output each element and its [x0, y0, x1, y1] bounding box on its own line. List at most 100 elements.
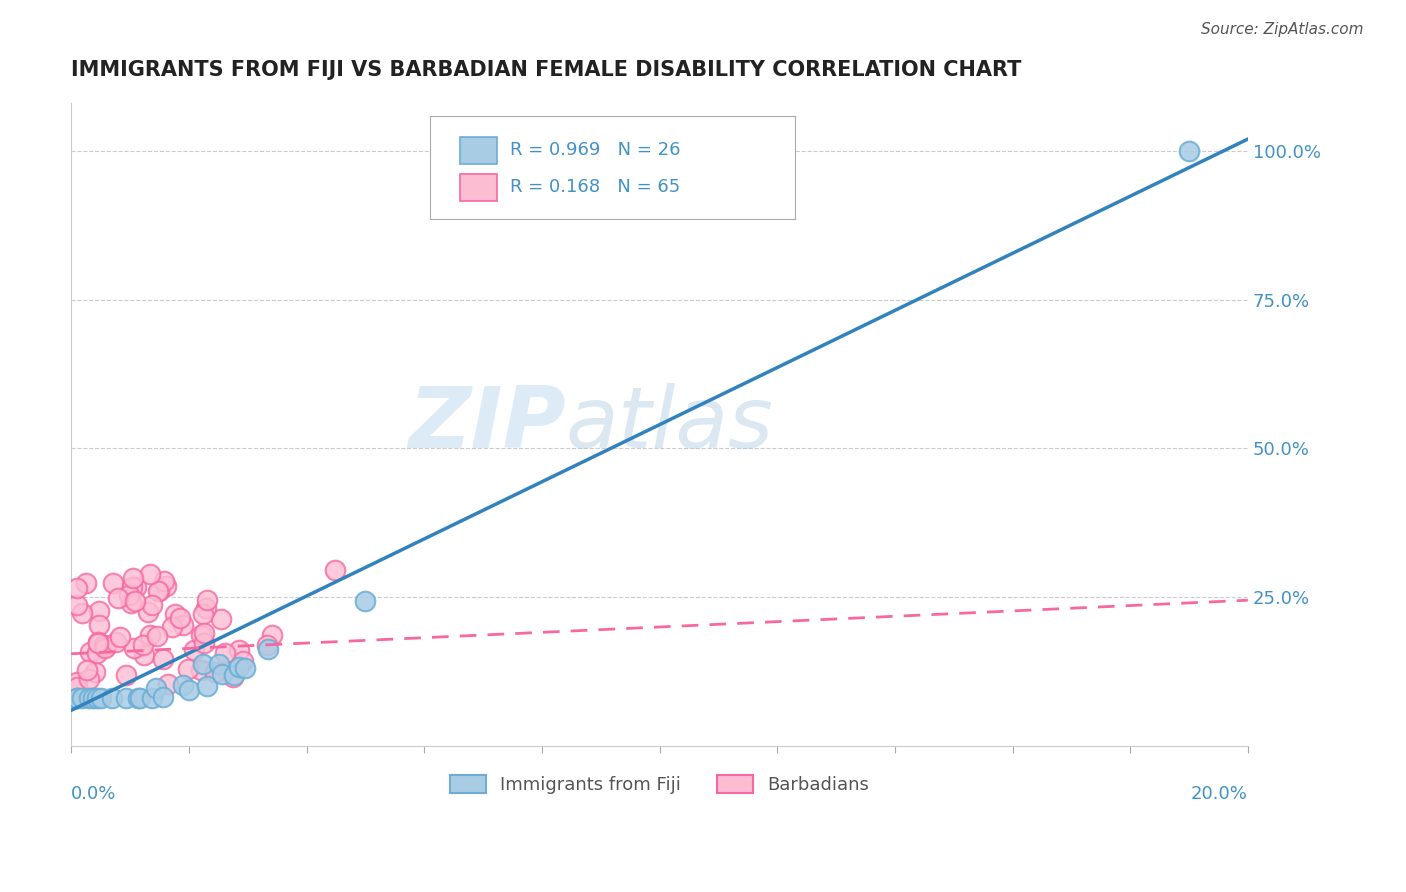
- Bar: [460, 174, 498, 201]
- Point: [156, 677, 179, 691]
- Point: [139, 567, 162, 582]
- Point: [190, 628, 212, 642]
- Point: [222, 668, 245, 682]
- Point: [155, 579, 177, 593]
- Point: [132, 648, 155, 662]
- Point: [193, 635, 215, 649]
- Point: [121, 580, 143, 594]
- Point: [183, 642, 205, 657]
- Point: [70, 606, 93, 620]
- Point: [128, 691, 150, 706]
- Point: [169, 611, 191, 625]
- Point: [76, 663, 98, 677]
- Point: [82, 691, 104, 706]
- Point: [70, 691, 93, 706]
- Point: [86, 691, 108, 706]
- Point: [152, 652, 174, 666]
- Point: [138, 628, 160, 642]
- Text: R = 0.168   N = 65: R = 0.168 N = 65: [510, 178, 681, 196]
- Text: IMMIGRANTS FROM FIJI VS BARBADIAN FEMALE DISABILITY CORRELATION CHART: IMMIGRANTS FROM FIJI VS BARBADIAN FEMALE…: [72, 60, 1022, 79]
- Point: [136, 605, 159, 619]
- Point: [90, 691, 112, 706]
- Point: [195, 593, 218, 607]
- Text: ZIP: ZIP: [408, 384, 565, 467]
- Point: [124, 640, 146, 655]
- Point: [323, 563, 346, 577]
- Point: [148, 584, 170, 599]
- Point: [87, 617, 110, 632]
- Point: [121, 571, 143, 585]
- Text: R = 0.969   N = 26: R = 0.969 N = 26: [510, 141, 681, 160]
- Point: [148, 583, 170, 598]
- Point: [86, 635, 108, 649]
- Point: [233, 661, 256, 675]
- Point: [125, 580, 148, 594]
- Point: [204, 665, 226, 680]
- Point: [193, 657, 215, 672]
- Point: [177, 662, 200, 676]
- Point: [84, 665, 107, 679]
- Point: [101, 691, 124, 706]
- Point: [124, 594, 146, 608]
- Bar: [460, 137, 498, 164]
- Text: atlas: atlas: [565, 384, 773, 467]
- Point: [86, 646, 108, 660]
- Point: [354, 594, 377, 608]
- Point: [193, 626, 215, 640]
- Point: [120, 596, 142, 610]
- Point: [87, 635, 110, 649]
- Point: [195, 679, 218, 693]
- Point: [66, 691, 89, 706]
- Point: [172, 678, 194, 692]
- Point: [104, 635, 127, 649]
- Point: [1178, 144, 1201, 158]
- Point: [79, 691, 101, 706]
- Point: [66, 680, 89, 694]
- Point: [152, 690, 174, 705]
- Point: [190, 663, 212, 677]
- Point: [221, 670, 243, 684]
- Point: [94, 640, 117, 655]
- Point: [211, 667, 233, 681]
- Point: [141, 598, 163, 612]
- Point: [66, 598, 89, 612]
- Point: [79, 645, 101, 659]
- Point: [209, 612, 232, 626]
- Point: [96, 640, 118, 654]
- Point: [114, 667, 136, 681]
- Point: [262, 628, 284, 642]
- Text: 20.0%: 20.0%: [1191, 785, 1249, 803]
- Point: [165, 607, 187, 621]
- Point: [118, 588, 141, 602]
- Text: Source: ZipAtlas.com: Source: ZipAtlas.com: [1201, 22, 1364, 37]
- FancyBboxPatch shape: [430, 116, 794, 219]
- Point: [107, 591, 129, 605]
- Point: [145, 681, 167, 695]
- Point: [232, 654, 254, 668]
- Point: [127, 691, 149, 706]
- Point: [115, 691, 138, 706]
- Point: [141, 691, 163, 706]
- Point: [75, 575, 97, 590]
- Point: [179, 683, 201, 698]
- Point: [103, 575, 125, 590]
- Point: [160, 620, 183, 634]
- Point: [145, 629, 167, 643]
- Legend: Immigrants from Fiji, Barbadians: Immigrants from Fiji, Barbadians: [443, 767, 877, 801]
- Point: [208, 657, 231, 671]
- Point: [214, 646, 236, 660]
- Point: [256, 638, 278, 652]
- Point: [66, 582, 89, 596]
- Point: [132, 638, 155, 652]
- Point: [66, 691, 89, 706]
- Point: [89, 604, 111, 618]
- Point: [77, 672, 100, 686]
- Point: [228, 659, 250, 673]
- Point: [108, 630, 131, 644]
- Point: [172, 617, 194, 632]
- Text: 0.0%: 0.0%: [72, 785, 117, 803]
- Point: [228, 643, 250, 657]
- Point: [191, 607, 214, 622]
- Point: [257, 641, 280, 656]
- Point: [195, 601, 218, 615]
